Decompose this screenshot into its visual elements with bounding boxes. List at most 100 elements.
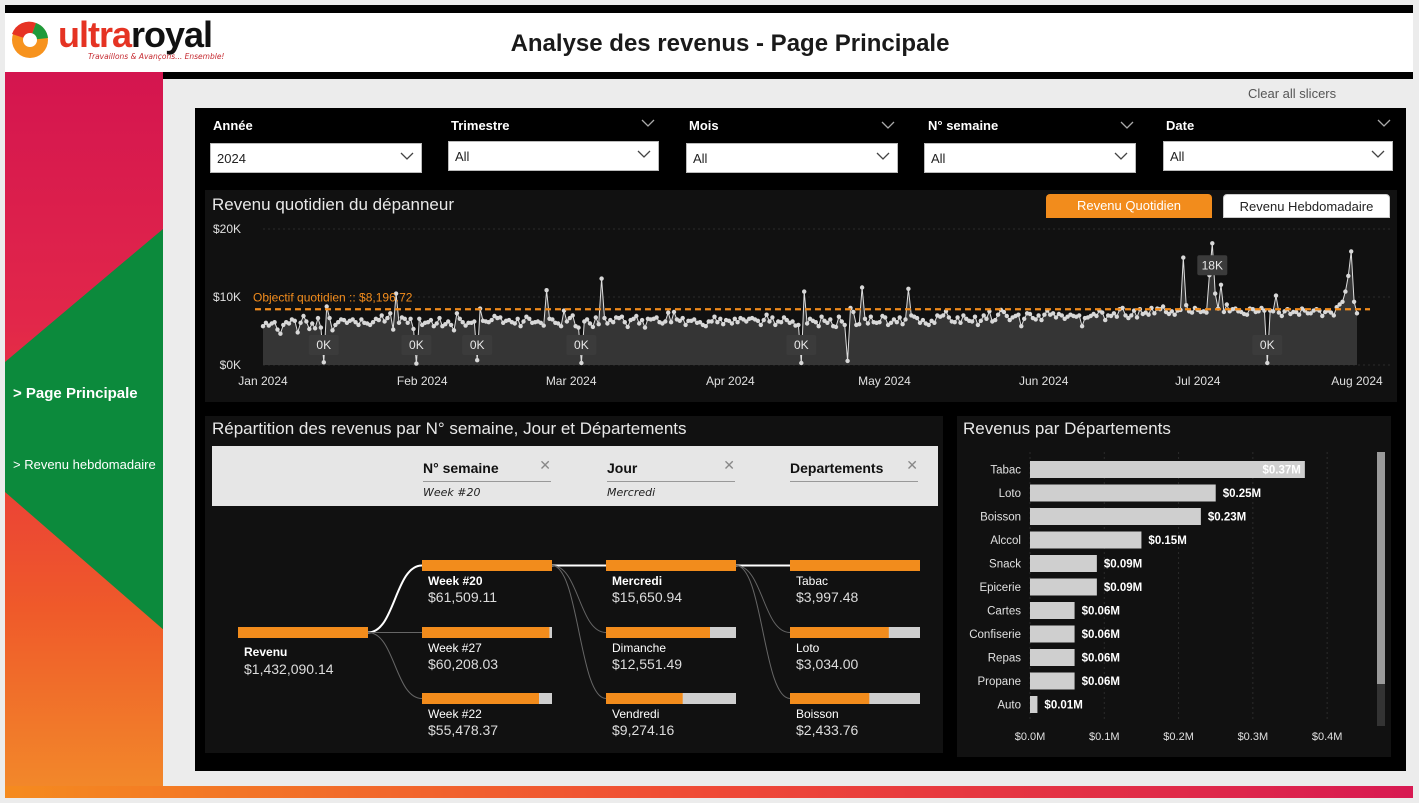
node-label: Week #20	[428, 574, 483, 588]
data-point	[926, 322, 931, 328]
data-point	[333, 322, 338, 328]
slicer-dropdown[interactable]: All	[924, 143, 1136, 173]
data-point	[833, 324, 839, 330]
departments-card: Revenus par Départements $0.0M $0.1M $0.2M…	[957, 416, 1391, 757]
slicer-dropdown[interactable]: All	[1163, 141, 1393, 171]
data-point	[1123, 313, 1128, 318]
data-point	[1337, 302, 1342, 307]
data-point	[1059, 313, 1064, 318]
data-point	[437, 315, 442, 321]
chevron-down-icon[interactable]	[641, 118, 655, 128]
data-point	[955, 315, 960, 320]
data-point	[1111, 311, 1117, 316]
chevron-down-icon[interactable]	[1120, 120, 1134, 130]
data-point	[402, 316, 407, 321]
dept-scrollbar[interactable]	[1377, 452, 1385, 726]
slicer-dropdown[interactable]: 2024	[210, 143, 422, 173]
toggle-revenu-hebdomadaire[interactable]: Revenu Hebdomadaire	[1223, 194, 1390, 218]
node-label: Dimanche	[612, 641, 666, 655]
data-point	[1036, 313, 1041, 318]
dept-scroll-thumb[interactable]	[1377, 452, 1385, 684]
data-point	[836, 314, 842, 319]
data-point	[796, 322, 801, 328]
data-label: $0.09M	[1104, 582, 1142, 594]
objective-label: Objectif quotidien :: $8,196.72	[253, 290, 413, 304]
category-label: Auto	[997, 700, 1021, 712]
annotation-box	[566, 335, 597, 355]
data-point	[883, 315, 888, 320]
close-icon[interactable]: ✕	[906, 458, 918, 474]
data-point	[396, 320, 402, 325]
data-point	[1184, 303, 1189, 308]
data-point	[593, 315, 598, 320]
data-point	[272, 320, 277, 325]
data-point	[307, 326, 312, 332]
category-label: Snack	[989, 559, 1021, 571]
data-point	[1120, 305, 1125, 311]
bottom-gradient-bar	[5, 786, 1413, 798]
data-point	[975, 322, 981, 328]
data-point	[732, 316, 737, 321]
chevron-down-icon	[1114, 152, 1128, 160]
data-point	[1204, 310, 1209, 315]
data-point	[584, 317, 590, 322]
node-bar-fill	[606, 693, 683, 704]
data-point	[587, 321, 593, 326]
data-point	[370, 320, 376, 325]
data-point	[680, 315, 685, 321]
dept-bar	[1030, 602, 1075, 619]
data-point	[570, 313, 575, 318]
data-point	[663, 319, 668, 324]
data-label: $0.06M	[1082, 676, 1120, 688]
data-point	[842, 322, 847, 328]
data-point	[744, 319, 749, 324]
data-point	[379, 313, 384, 318]
node-label: Vendredi	[612, 707, 659, 721]
node-label: Mercredi	[612, 574, 662, 588]
data-point	[906, 286, 911, 291]
slicer-dropdown[interactable]: All	[686, 143, 898, 173]
data-point	[891, 317, 897, 322]
chevron-down-icon	[637, 150, 651, 158]
data-point	[940, 313, 946, 318]
chevron-down-icon[interactable]	[881, 120, 895, 130]
data-point	[350, 317, 355, 322]
data-point	[1308, 311, 1313, 316]
category-label: Repas	[988, 653, 1021, 665]
data-point	[755, 318, 761, 323]
data-label: $0.06M	[1082, 653, 1120, 665]
close-icon[interactable]: ✕	[723, 458, 735, 474]
nav-item-revenu-hebdomadaire[interactable]: > Revenu hebdomadaire	[13, 457, 156, 472]
data-point	[773, 322, 778, 328]
slicer-value: 2024	[217, 151, 246, 166]
chevron-down-icon[interactable]	[1377, 118, 1391, 128]
data-label: $0.06M	[1082, 606, 1120, 618]
data-point	[391, 327, 396, 332]
annotation-label: 18K	[1202, 258, 1223, 272]
data-point	[544, 288, 549, 293]
data-point	[315, 315, 321, 321]
data-point	[903, 317, 908, 322]
close-icon[interactable]: ✕	[539, 458, 551, 474]
slicer-value: All	[455, 149, 470, 164]
node-value: $61,509.11	[428, 589, 497, 605]
data-point	[961, 313, 966, 318]
data-point	[550, 317, 555, 322]
data-point	[312, 326, 318, 331]
data-point	[304, 319, 309, 324]
y-tick-label: $10K	[213, 290, 241, 304]
data-point	[677, 318, 682, 323]
clear-slicers-button[interactable]: Clear all slicers	[1248, 86, 1337, 101]
data-point	[697, 320, 703, 325]
slicer-dropdown[interactable]: All	[448, 141, 659, 171]
dept-bar	[1030, 555, 1097, 572]
data-point	[1349, 249, 1354, 254]
data-point	[1210, 241, 1215, 246]
decomp-header-sub: Mercredi	[607, 486, 656, 499]
logo-tagline: Travaillons & Avançons... Ensemble!	[88, 52, 225, 61]
toggle-revenu-quotidien[interactable]: Revenu Quotidien	[1046, 194, 1212, 218]
data-point	[1270, 309, 1276, 314]
nav-item-page-principale[interactable]: > Page Principale	[13, 385, 138, 402]
node-value: $3,034.00	[796, 656, 858, 672]
data-point	[1244, 312, 1250, 317]
